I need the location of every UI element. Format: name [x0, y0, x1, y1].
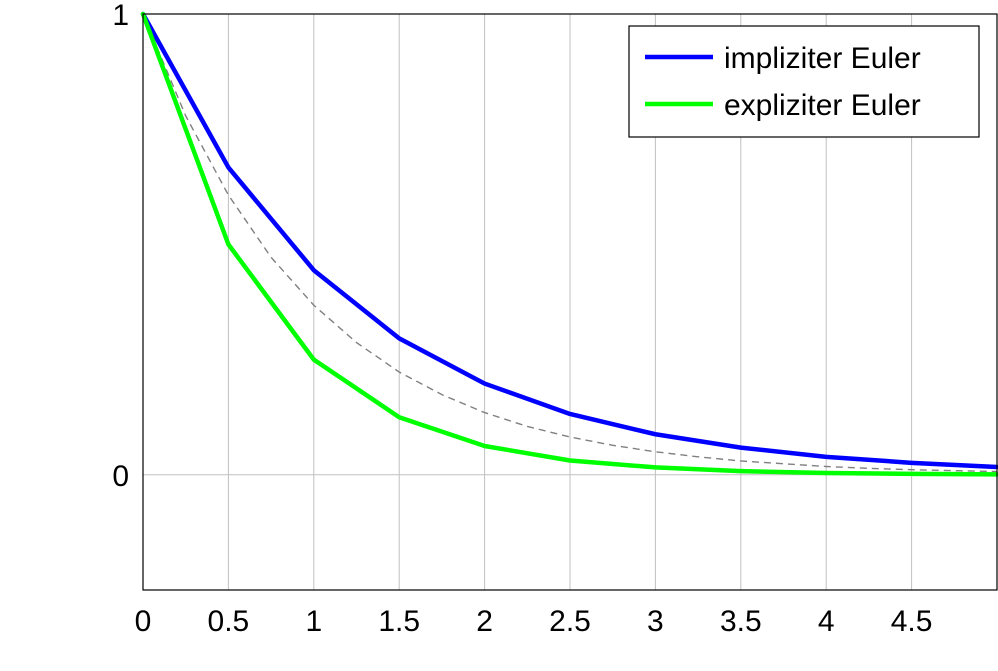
x-tick-label: 4.5: [891, 605, 933, 638]
series-line-0: [140, 11, 998, 470]
x-tick-label: 4: [818, 605, 835, 638]
y-axis-ticks: 01: [112, 0, 129, 493]
x-axis-ticks: 0 0.5 1 1.5 2 2.5 3 3.5 4 4.5: [135, 605, 933, 638]
reference-curve: [142, 13, 998, 473]
y-tick-label: 1: [112, 0, 129, 32]
y-tick-label: 0: [112, 460, 129, 493]
legend-label-1: expliziter Euler: [724, 89, 921, 122]
x-tick-label: 0.5: [208, 605, 250, 638]
legend-box: [628, 25, 980, 138]
x-tick-label: 1.5: [378, 605, 420, 638]
x-tick-label: 1: [305, 605, 322, 638]
plot-frame: [142, 13, 998, 591]
reference-curve-line: [142, 13, 998, 473]
x-tick-label: 2.5: [549, 605, 591, 638]
x-tick-label: 2: [476, 605, 493, 638]
series-line-1: [140, 11, 998, 477]
x-tick-label: 0: [135, 605, 152, 638]
x-tick-label: 3.5: [720, 605, 762, 638]
legend-label-0: impliziter Euler: [724, 42, 921, 75]
legend: impliziter Euler expliziter Euler: [628, 25, 980, 138]
series-lines: [140, 11, 998, 477]
x-tick-label: 3: [647, 605, 664, 638]
